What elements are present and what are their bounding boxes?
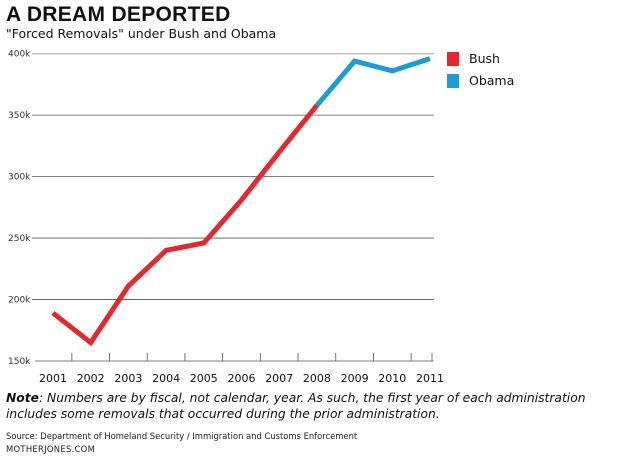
source-line: Source: Department of Homeland Security … [6,431,358,441]
x-tick-label: 2004 [152,372,180,385]
note-text: : Numbers are by fiscal, not calendar, y… [6,391,586,421]
x-tick-label: 2006 [228,372,256,385]
chart-title: A DREAM DEPORTED [6,3,231,26]
note-label: Note [6,391,39,405]
x-tick-label: 2007 [265,372,293,385]
legend-label-obama: Obama [469,73,515,88]
x-tick-label: 2008 [303,372,331,385]
footnote: Note: Numbers are by fiscal, not calenda… [6,390,626,422]
x-tick-label: 2011 [416,372,444,385]
y-tick-label: 350k [8,111,31,121]
y-tick-label: 250k [8,234,31,244]
x-tick-label: 2009 [341,372,369,385]
legend-item-obama: Obama [447,73,514,88]
x-tick-label: 2001 [39,372,67,385]
y-tick-label: 200k [8,296,31,306]
credit-line: MOTHERJONES.COM [6,444,96,454]
series-line-bush [51,103,319,347]
x-tick-label: 2010 [378,372,406,385]
x-tick-label: 2003 [114,372,142,385]
x-tick-label: 2005 [190,372,218,385]
legend-label-bush: Bush [469,51,500,66]
y-tick-label: 150k [8,357,31,367]
line-chart: 150k 200k 250k 300k 350k 400k 2001 2002 2003 2004… [8,50,444,385]
y-tick-label: 400k [8,50,31,60]
legend-swatch-bush [447,51,459,66]
series-line-obama [314,56,431,107]
y-tick-label: 300k [8,173,31,183]
chart-subtitle: "Forced Removals" under Bush and Obama [6,26,277,41]
legend-swatch-obama [447,73,459,88]
x-tick-label: 2002 [77,372,105,385]
legend-item-bush: Bush [447,51,500,66]
